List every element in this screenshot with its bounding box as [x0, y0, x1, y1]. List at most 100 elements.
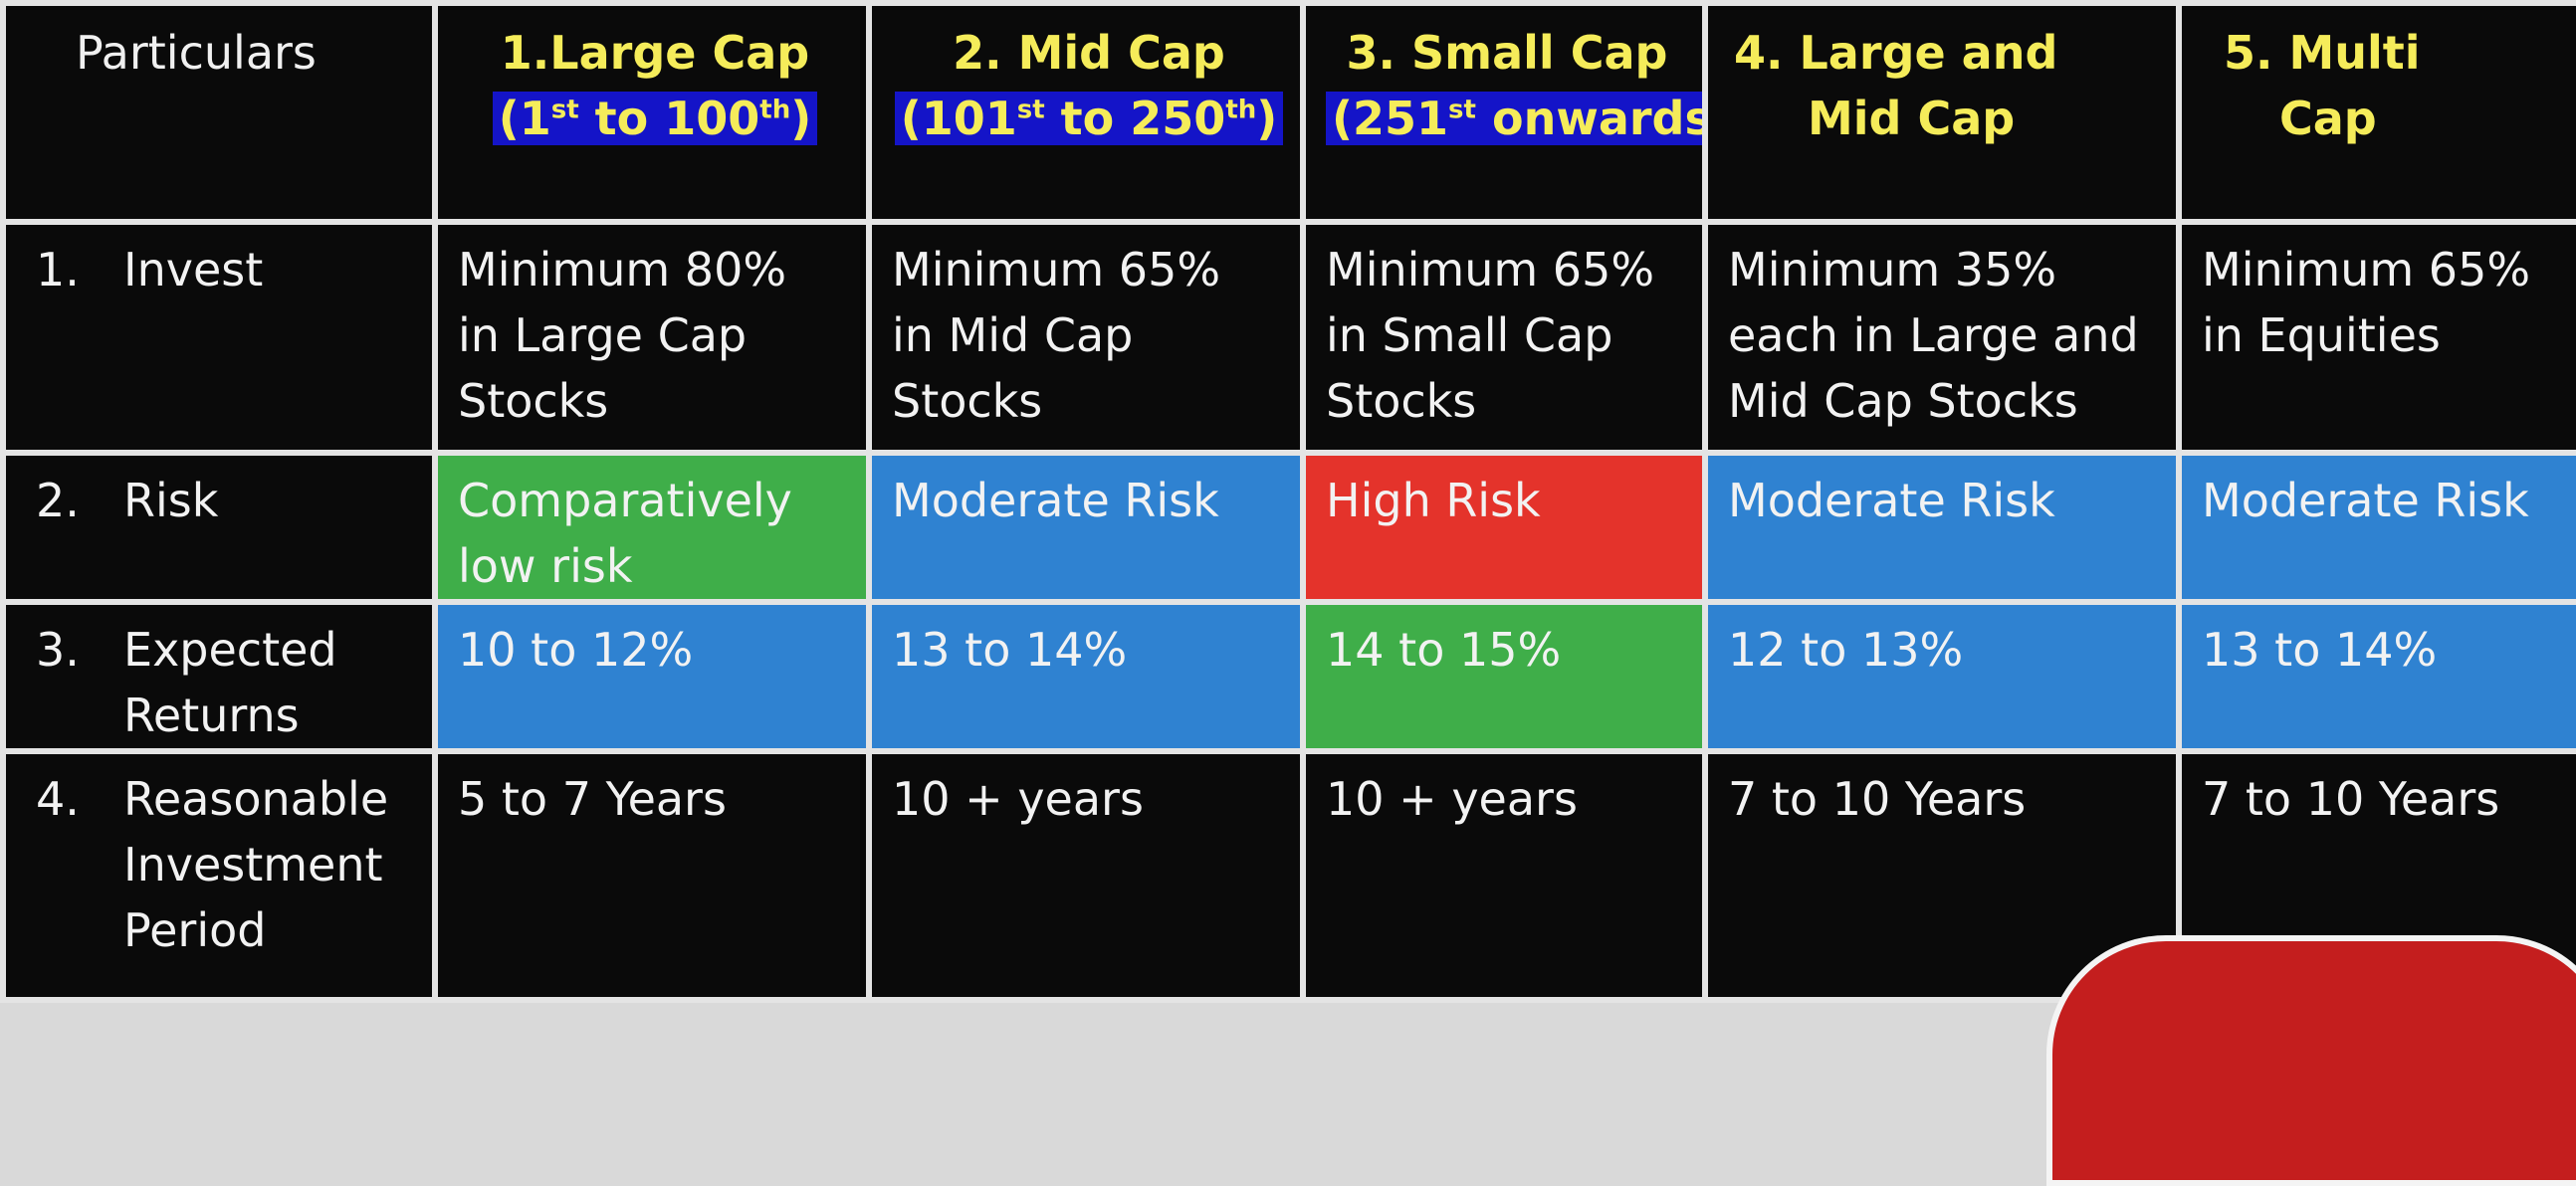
cell-line: Minimum 65% [1326, 243, 1655, 296]
cell-line: 14 to 15% [1326, 623, 1562, 677]
row-number: 4. [36, 772, 80, 826]
row-label-invest: 1. Invest [0, 219, 438, 456]
cell-line: Comparatively [458, 474, 792, 527]
cell-returns-large-cap: 10 to 12% [432, 599, 872, 754]
cell-line: High Risk [1326, 474, 1541, 527]
cell-risk-multi-cap: Moderate Risk [2176, 450, 2576, 605]
row-label-line: Reasonable [123, 772, 389, 826]
cell-returns-mid-cap: 13 to 14% [866, 599, 1306, 754]
cell-period-large-cap: 5 to 7 Years [432, 748, 872, 1003]
decorative-corner-shape [2046, 935, 2576, 1186]
header-large-and-mid-cap: 4. Large and Mid Cap [1702, 0, 2182, 225]
cell-line: Stocks [892, 374, 1043, 428]
row-label-text: Expected Returns [123, 617, 337, 745]
cell-line: in Equities [2202, 308, 2441, 362]
row-risk: 2. Risk Comparatively low risk Moderate R… [0, 450, 2576, 605]
cell-returns-small-cap: 14 to 15% [1300, 599, 1708, 754]
cell-line: 10 to 12% [458, 623, 694, 677]
cell-line: Moderate Risk [892, 474, 1219, 527]
cell-line: 7 to 10 Years [1728, 772, 2027, 826]
range-text: (1 [498, 92, 551, 145]
header-mid-cap-title: 2. Mid Cap [953, 26, 1225, 80]
row-label-line: Period [123, 903, 267, 957]
header-small-cap: 3. Small Cap (251st onwards) [1300, 0, 1708, 225]
cell-line: 12 to 13% [1728, 623, 1964, 677]
header-small-cap-range-highlight: (251st onwards) [1326, 92, 1699, 145]
cell-line: low risk [458, 539, 633, 593]
header-particulars: Particulars [0, 0, 438, 225]
header-multi-cap: 5. Multi Cap [2176, 0, 2576, 225]
range-text: onwards) [1491, 92, 1699, 145]
row-label-risk: 2. Risk [0, 450, 438, 605]
row-expected-returns: 3. Expected Returns 10 to 12% 13 to 14% 14… [0, 599, 2576, 754]
header-row: Particulars 1.Large Cap (1st to 100th) 2… [0, 0, 2576, 225]
range-sup: st [1016, 95, 1045, 125]
header-large-and-mid-cap-line2: Mid Cap [1808, 92, 2016, 145]
cell-returns-multi-cap: 13 to 14% [2176, 599, 2576, 754]
cell-invest-multi-cap: Minimum 65% in Equities [2176, 219, 2576, 456]
range-text: ) [1256, 92, 1278, 145]
cell-invest-large-and-mid-cap: Minimum 35% each in Large and Mid Cap St… [1702, 219, 2182, 456]
header-multi-cap-line2: Cap [2279, 92, 2377, 145]
cell-invest-mid-cap: Minimum 65% in Mid Cap Stocks [866, 219, 1306, 456]
header-small-cap-title: 3. Small Cap [1346, 26, 1668, 80]
range-sup: st [550, 95, 579, 125]
cell-line: Stocks [458, 374, 609, 428]
row-label-text: Risk [123, 468, 218, 533]
range-sup: th [1225, 95, 1257, 125]
cell-period-small-cap: 10 + years [1300, 748, 1708, 1003]
header-mid-cap-range: (101st to 250th) [892, 86, 1286, 151]
row-number: 1. [36, 243, 80, 296]
header-multi-cap-line1: 5. Multi [2224, 26, 2421, 80]
header-large-cap: 1.Large Cap (1st to 100th) [432, 0, 872, 225]
header-small-cap-range: (251st onwards) [1326, 86, 1699, 151]
cell-line: in Small Cap [1326, 308, 1613, 362]
cell-line: 5 to 7 Years [458, 772, 727, 826]
header-mid-cap-range-highlight: (101st to 250th) [894, 92, 1284, 145]
cell-returns-large-and-mid-cap: 12 to 13% [1702, 599, 2182, 754]
row-invest: 1. Invest Minimum 80% in Large Cap Stocks… [0, 219, 2576, 456]
cell-line: 13 to 14% [892, 623, 1128, 677]
range-text: to 250 [1044, 92, 1226, 145]
row-label-text: Invest [123, 237, 263, 302]
cell-line: Minimum 65% [2202, 243, 2531, 296]
cell-line: Moderate Risk [1728, 474, 2055, 527]
range-text: (251 [1332, 92, 1449, 145]
header-large-cap-range-highlight: (1st to 100th) [492, 92, 818, 145]
header-large-cap-title: 1.Large Cap [500, 26, 810, 80]
header-large-cap-range: (1st to 100th) [458, 86, 852, 151]
row-label-text: Reasonable Investment Period [123, 766, 388, 963]
row-label-line: Risk [123, 474, 219, 527]
cell-line: in Mid Cap [892, 308, 1134, 362]
range-text: (101 [900, 92, 1017, 145]
row-label-line: Invest [123, 243, 264, 296]
cell-line: Minimum 35% [1728, 243, 2057, 296]
range-text: ) [790, 92, 812, 145]
cell-line: each in Large and [1728, 308, 2139, 362]
cell-line: 13 to 14% [2202, 623, 2438, 677]
cell-line: Mid Cap Stocks [1728, 374, 2078, 428]
cell-line: in Large Cap [458, 308, 748, 362]
header-particulars-text: Particulars [76, 26, 317, 80]
row-label-investment-period: 4. Reasonable Investment Period [0, 748, 438, 1003]
row-number: 3. [36, 623, 80, 677]
cell-invest-small-cap: Minimum 65% in Small Cap Stocks [1300, 219, 1708, 456]
cell-line: 7 to 10 Years [2202, 772, 2500, 826]
cell-line: Stocks [1326, 374, 1477, 428]
row-number: 2. [36, 474, 80, 527]
cell-line: Minimum 65% [892, 243, 1221, 296]
cell-line: 10 + years [892, 772, 1144, 826]
cell-risk-large-and-mid-cap: Moderate Risk [1702, 450, 2182, 605]
header-mid-cap: 2. Mid Cap (101st to 250th) [866, 0, 1306, 225]
row-label-line: Investment [123, 838, 383, 891]
cell-invest-large-cap: Minimum 80% in Large Cap Stocks [432, 219, 872, 456]
cell-line: Minimum 80% [458, 243, 787, 296]
cell-line: 10 + years [1326, 772, 1578, 826]
row-label-line: Returns [123, 689, 300, 742]
range-text: to 100 [578, 92, 760, 145]
cell-risk-mid-cap: Moderate Risk [866, 450, 1306, 605]
range-sup: th [759, 95, 791, 125]
row-label-expected-returns: 3. Expected Returns [0, 599, 438, 754]
cell-line: Moderate Risk [2202, 474, 2529, 527]
fund-comparison-table: Particulars 1.Large Cap (1st to 100th) 2… [0, 0, 2576, 1003]
